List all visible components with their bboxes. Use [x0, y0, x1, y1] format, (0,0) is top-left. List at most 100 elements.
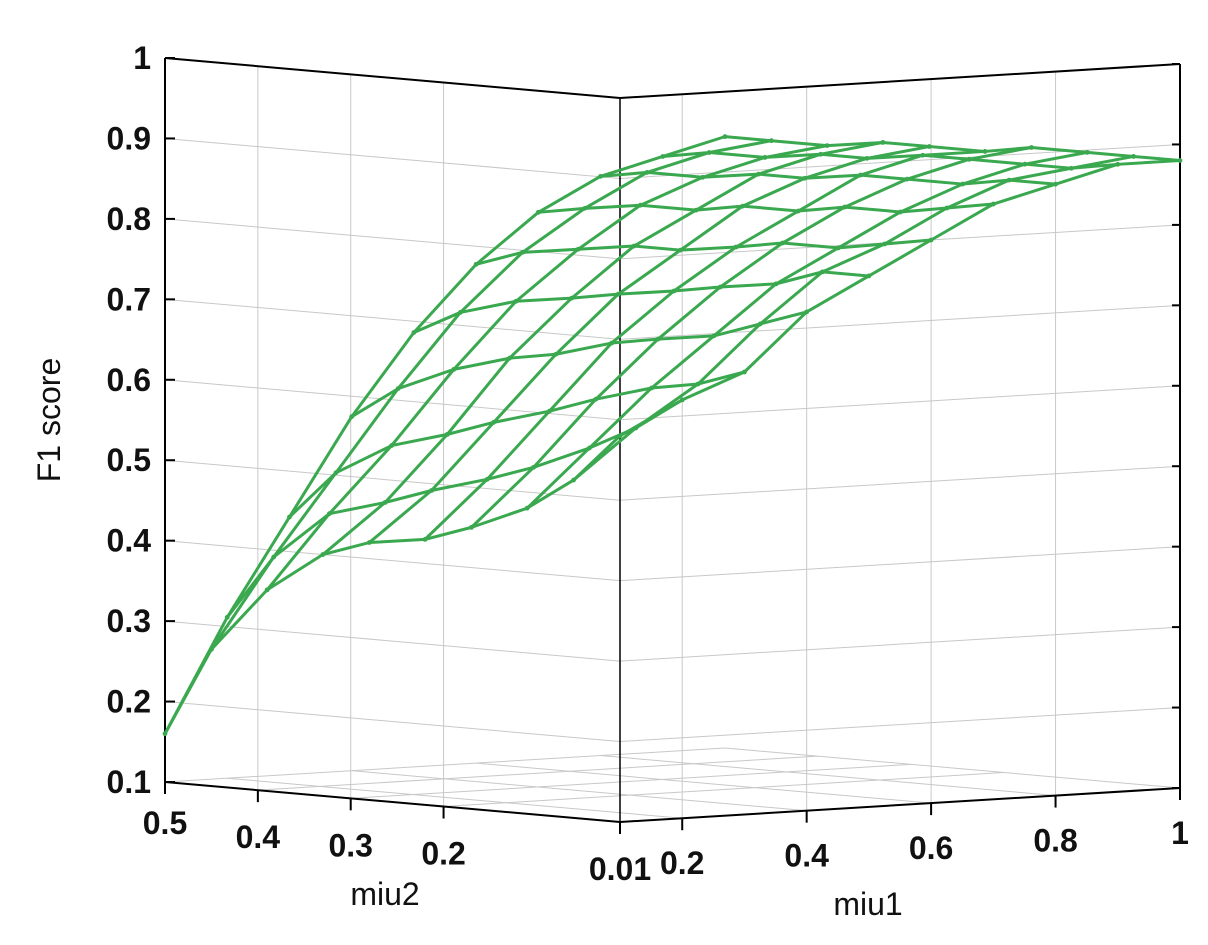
floor-miu2-gridline: [350, 763, 911, 799]
surface-point: [571, 477, 576, 483]
surface-point: [655, 336, 661, 342]
surface-edge-miu2: [658, 334, 714, 341]
floor-miu1-gridline: [600, 755, 1056, 797]
surface-edge-miu1: [430, 421, 495, 492]
grid-lines: [164, 57, 1181, 823]
surface-edge-miu2: [820, 152, 868, 160]
surface-point: [960, 181, 966, 187]
floor-miu2-gridline: [443, 771, 1004, 807]
surface-edge-miu2: [969, 157, 1026, 166]
miu2-tick-label: 0.5: [143, 805, 187, 841]
surface-edge-miu1: [764, 144, 828, 159]
surface-edge-miu2: [391, 432, 448, 448]
surface-point: [904, 176, 910, 182]
surface-edge-miu1: [554, 293, 620, 356]
surface-edge-miu2: [470, 506, 528, 529]
surface-edge-miu1: [588, 386, 653, 450]
surface-edge-miu2: [486, 465, 535, 481]
surface-point: [484, 476, 490, 482]
surface-point: [224, 614, 230, 620]
surface-edge-miu2: [1008, 178, 1056, 186]
surface-point: [491, 419, 497, 425]
surface-edge-miu1: [492, 353, 558, 424]
floor-miu1-gridline: [351, 770, 807, 812]
surface-point: [920, 152, 926, 158]
surface-edge-miu2: [588, 426, 637, 450]
surface-edge-miu2: [697, 370, 745, 386]
surface-edge-miu1: [735, 209, 800, 249]
surface-edge-miu1: [617, 248, 682, 296]
surface-point: [473, 261, 479, 267]
surface-point: [711, 333, 717, 339]
surface-point: [966, 156, 972, 162]
surface-edge-miu2: [533, 446, 590, 469]
surface-point: [598, 173, 603, 179]
surface-edge-miu1: [515, 248, 580, 303]
surface-edge-miu2: [742, 204, 799, 213]
surface-edge-miu2: [522, 247, 579, 254]
miu1-tick-label: 0.8: [1033, 823, 1077, 859]
surface-edge-miu2: [453, 356, 510, 371]
surface-edge-miu2: [329, 501, 386, 516]
surface-edge-miu1: [883, 206, 948, 246]
surface-edge-miu2: [538, 206, 585, 214]
z-tick-label: 1: [133, 40, 151, 76]
surface-edge-miu2: [335, 444, 393, 475]
surface-edge-miu1: [1071, 154, 1134, 170]
top-side-edge: [619, 63, 1181, 99]
z-tick-label: 0.9: [107, 120, 151, 156]
surface-point: [349, 414, 355, 420]
surface-edge-miu1: [634, 382, 699, 430]
surface-edge-miu2: [1024, 162, 1072, 170]
side-wall-z-gridline: [619, 465, 1181, 501]
surface-point: [593, 396, 599, 402]
surface-point: [1115, 161, 1121, 167]
surface-edge-miu1: [930, 202, 995, 242]
surface-edge-miu1: [759, 270, 824, 326]
z-tick-label: 0.7: [107, 281, 151, 317]
surface-edge-miu2: [798, 205, 845, 213]
surface-point: [264, 587, 270, 593]
surface-point: [271, 554, 277, 560]
surface-edge-miu2: [272, 512, 331, 559]
surface-point: [582, 205, 588, 211]
miu1-axis-title: miu1: [833, 886, 902, 922]
surface-point: [835, 245, 841, 251]
surface-point: [513, 298, 519, 304]
surface-edge-miu2: [720, 282, 777, 289]
surface-point: [756, 171, 761, 177]
surface-point: [660, 154, 666, 159]
surface-point: [982, 149, 988, 154]
surface-edge-miu2: [702, 172, 759, 179]
surface-edge-miu2: [584, 203, 641, 210]
surface-edge-miu1: [1117, 159, 1181, 166]
z-tick-label: 0.3: [107, 603, 151, 639]
surface-point: [882, 241, 888, 247]
surface-point: [762, 155, 768, 160]
surface-edge-miu2: [709, 151, 766, 159]
surface-edge-miu2: [384, 489, 432, 504]
surface-edge-miu2: [611, 337, 659, 345]
surface-point: [326, 511, 332, 517]
axis-box: [164, 57, 1181, 823]
surface-edge-miu1: [1024, 150, 1088, 166]
surface-point: [429, 488, 434, 493]
surface-edge-miu2: [595, 386, 652, 401]
floor-miu1-gridline: [476, 762, 932, 804]
surface-edge-miu1: [662, 135, 726, 158]
surface-point: [469, 524, 474, 530]
surface-edge-miu1: [712, 282, 777, 338]
surface-edge-miu2: [735, 241, 783, 249]
surface-edge-miu1: [383, 433, 449, 504]
surface-edge-miu1: [610, 289, 675, 345]
surface-edge-miu2: [844, 205, 901, 214]
back-wall-z-gridline: [164, 540, 621, 582]
surface-edge-miu2: [662, 151, 710, 158]
surface-point: [547, 408, 552, 414]
surface-edge-miu2: [413, 311, 461, 334]
surface-point: [926, 144, 932, 149]
surface-edge-miu1: [572, 426, 637, 482]
surface-edge-miu1: [860, 153, 924, 177]
